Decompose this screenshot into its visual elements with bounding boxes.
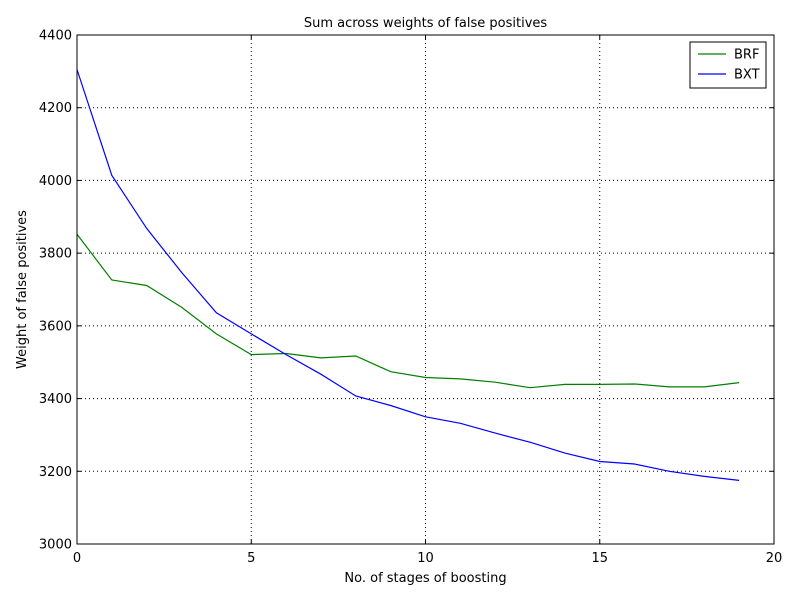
x-axis-title: No. of stages of boosting — [344, 571, 506, 586]
gridlines — [77, 35, 774, 544]
series-lines — [76, 69, 740, 481]
series-line-bxt — [76, 69, 740, 481]
x-tick-label: 10 — [417, 551, 434, 566]
y-tick-label: 3000 — [39, 538, 72, 553]
y-tick-label: 3800 — [39, 247, 72, 262]
legend-label-bxt: BXT — [734, 68, 760, 83]
x-tick-label: 15 — [591, 551, 608, 566]
x-tick-label: 0 — [73, 551, 81, 566]
x-tick-label: 5 — [247, 551, 255, 566]
y-tick-label: 3200 — [39, 465, 72, 480]
axis-ticks: 0 5 10 15 20 3000 3200 3400 3600 3800 4000 4200 4400 — [39, 29, 782, 567]
chart-title: Sum across weights of false positives — [304, 16, 548, 31]
y-axis-title: Weight of false positives — [15, 210, 30, 369]
legend-label-brf: BRF — [734, 48, 759, 63]
legend-box — [689, 41, 767, 89]
y-tick-label: 4200 — [39, 101, 72, 116]
series-line-brf — [76, 233, 740, 389]
x-tick-label: 20 — [766, 551, 783, 566]
y-tick-label: 4400 — [39, 29, 72, 44]
y-tick-label: 3400 — [39, 392, 72, 407]
legend: BRF BXT — [689, 41, 767, 89]
y-tick-label: 3600 — [39, 319, 72, 334]
y-tick-label: 4000 — [39, 174, 72, 189]
